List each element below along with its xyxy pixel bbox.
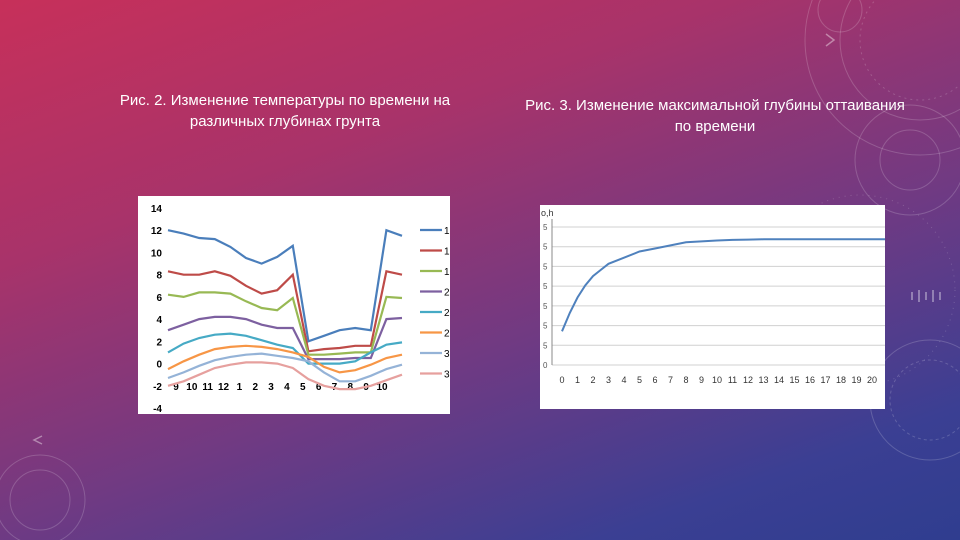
x-tick-label: 1 — [575, 375, 580, 385]
temperature-series-line — [167, 228, 403, 343]
y-tick-fragment: 5 — [543, 341, 548, 350]
legend-label: 1 — [444, 267, 450, 278]
x-tick-label: 19 — [851, 375, 861, 385]
x-tick-label: 8 — [683, 375, 688, 385]
x-tick-label: 14 — [774, 375, 784, 385]
y-tick-label: 10 — [151, 248, 163, 259]
temperature-series-line — [167, 332, 403, 365]
y-tick-label: 8 — [156, 271, 162, 282]
legend-label: 1 — [444, 247, 450, 258]
x-tick-label: 4 — [621, 375, 626, 385]
y-tick-fragment: 0 — [543, 361, 548, 370]
x-tick-label: 11 — [202, 382, 213, 393]
x-tick-label: 9 — [699, 375, 704, 385]
y-tick-label: 14 — [151, 204, 163, 215]
y-axis-label: o,h — [541, 208, 554, 218]
temperature-series-line — [167, 269, 403, 353]
x-tick-label: 0 — [559, 375, 564, 385]
y-tick-label: -2 — [153, 382, 162, 393]
x-tick-label: 2 — [590, 375, 595, 385]
x-tick-label: 10 — [712, 375, 722, 385]
temperature-series-line — [167, 361, 403, 391]
y-tick-label: 4 — [156, 315, 162, 326]
x-tick-label: 3 — [606, 375, 611, 385]
x-tick-label: 2 — [252, 382, 258, 393]
x-tick-label: 5 — [637, 375, 642, 385]
legend-label: 3 — [444, 349, 450, 360]
thaw-depth-chart-panel: 5 5 5 5 5 5 5 0 o,h 0 1 2 3 4 5 6 7 8 9 10 11 12 13 14 15 16 17 18 1… — [540, 205, 888, 409]
y-tick-label: 2 — [156, 337, 162, 348]
x-tick-label: 6 — [652, 375, 657, 385]
x-tick-label: 16 — [805, 375, 815, 385]
x-tick-label: 5 — [300, 382, 306, 393]
x-tick-label: 11 — [728, 375, 737, 385]
y-tick-fragment: 5 — [543, 302, 548, 311]
figure-caption-left: Рис. 2. Изменение температуры по времени… — [119, 92, 451, 130]
x-tick-label: 9 — [173, 382, 179, 393]
y-tick-fragment: 5 — [543, 322, 548, 331]
y-tick-fragment: 5 — [543, 223, 548, 232]
y-tick-fragment: 5 — [543, 243, 548, 252]
x-tick-label: 7 — [668, 375, 673, 385]
x-tick-label: 13 — [758, 375, 768, 385]
x-tick-label: 12 — [218, 382, 230, 393]
x-tick-label: 4 — [284, 382, 290, 393]
x-tick-label: 8 — [348, 382, 354, 393]
legend-label: 3 — [444, 370, 450, 381]
x-tick-label: 3 — [268, 382, 274, 393]
legend-label: 1 — [444, 226, 450, 237]
legend-label: 2 — [444, 288, 450, 299]
x-tick-label: 18 — [836, 375, 846, 385]
y-tick-label: -4 — [153, 404, 162, 414]
temperature-series-line — [167, 291, 403, 356]
y-tick-label: 6 — [156, 293, 162, 304]
x-tick-label: 12 — [743, 375, 753, 385]
x-tick-label: 10 — [376, 382, 388, 393]
x-tick-label: 10 — [186, 382, 198, 393]
x-tick-label: 1 — [237, 382, 243, 393]
legend-label: 2 — [444, 329, 450, 340]
legend-label: 2 — [444, 308, 450, 319]
y-tick-fragment: 5 — [543, 262, 548, 271]
x-tick-label: 6 — [316, 382, 322, 393]
figure-caption-right: Рис. 3. Изменение максимальной глубины о… — [525, 97, 905, 135]
temperature-series-line — [167, 352, 403, 383]
temperature-chart-panel: 14 12 10 8 6 4 2 0 -2 -4 9 10 11 12 1 2 3 4 5 6 7 8 9 10 1 1 1 2 2 2 3… — [138, 196, 450, 415]
y-tick-label: 0 — [156, 360, 162, 371]
x-tick-label: 15 — [789, 375, 799, 385]
temperature-series-line — [167, 344, 403, 374]
y-tick-label: 12 — [151, 226, 163, 237]
thaw-depth-series-line — [561, 238, 888, 332]
x-tick-label: 17 — [820, 375, 830, 385]
x-tick-label: 20 — [867, 375, 877, 385]
y-tick-fragment: 5 — [543, 282, 548, 291]
